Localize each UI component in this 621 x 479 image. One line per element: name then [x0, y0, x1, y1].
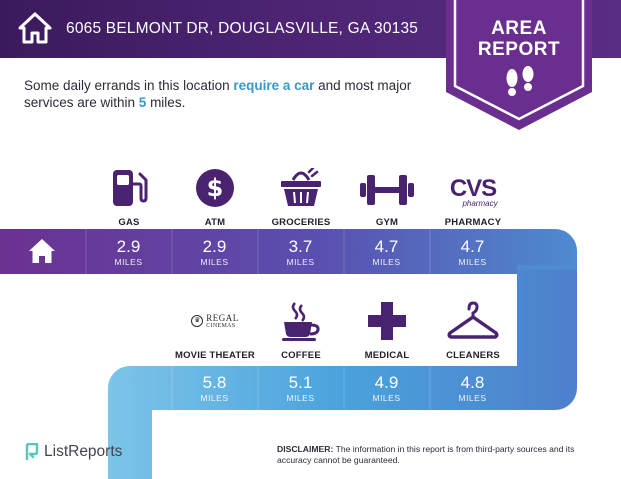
- intro-highlight-car: require a car: [233, 78, 315, 93]
- listreports-logo[interactable]: ListReports: [24, 443, 122, 461]
- grocery-basket-icon: [281, 168, 321, 206]
- cvs-logo-text: CVS: [449, 175, 497, 202]
- route-home-icon: [29, 239, 55, 263]
- distance-value: 5.8: [202, 373, 227, 392]
- distance-value: 4.8: [460, 373, 485, 392]
- category-label: GYM: [375, 217, 399, 228]
- category-atm: $ ATM: [172, 168, 258, 228]
- badge-line-area: AREA: [491, 18, 547, 39]
- cvs-pharmacy-logo: CVS pharmacy: [448, 175, 498, 208]
- distance-value: 4.7: [374, 237, 399, 256]
- distance-unit: MILES: [372, 393, 401, 403]
- distance-unit: MILES: [458, 257, 487, 267]
- category-gas: GAS: [86, 168, 172, 228]
- category-label: GROCERIES: [271, 217, 331, 228]
- dumbbell-icon: [360, 175, 414, 205]
- distance-gas: 2.9 MILES: [86, 232, 171, 272]
- distance-unit: MILES: [200, 393, 229, 403]
- category-label: GAS: [118, 217, 140, 228]
- medical-cross-icon: [368, 302, 406, 340]
- dollar-icon: $: [196, 169, 234, 207]
- regal-logo-text: REGAL: [206, 312, 239, 323]
- listreports-logo-icon: [25, 443, 39, 460]
- category-medical: MEDICAL: [344, 301, 430, 361]
- distance-unit: MILES: [286, 393, 315, 403]
- footsteps-icon: [506, 66, 534, 96]
- category-cleaners: CLEANERS: [430, 301, 516, 361]
- distance-medical: 4.9 MILES: [344, 368, 429, 408]
- regal-logo-subtext: CINEMAS: [206, 322, 236, 329]
- category-groceries: GROCERIES: [258, 168, 344, 228]
- distance-value: 2.9: [202, 237, 227, 256]
- disclaimer-text: The information in this report is from t…: [277, 444, 575, 465]
- distance-pharmacy: 4.7 MILES: [430, 232, 515, 272]
- category-label: PHARMACY: [444, 217, 502, 228]
- distance-atm: 2.9 MILES: [172, 232, 257, 272]
- distance-unit: MILES: [200, 257, 229, 267]
- distance-unit: MILES: [286, 257, 315, 267]
- gas-pump-icon: [113, 170, 148, 206]
- intro-text: Some daily errands in this location requ…: [24, 78, 412, 110]
- category-label: CLEANERS: [446, 350, 500, 361]
- distance-cleaners: 4.8 MILES: [430, 368, 515, 408]
- category-label: ATM: [204, 217, 226, 228]
- badge-line-report: REPORT: [477, 39, 561, 60]
- distance-groceries: 3.7 MILES: [258, 232, 343, 272]
- intro-highlight-miles: 5: [138, 95, 147, 110]
- hanger-icon: [447, 301, 499, 339]
- distance-value: 4.9: [374, 373, 399, 392]
- distance-unit: MILES: [372, 257, 401, 267]
- distance-coffee: 5.1 MILES: [258, 368, 343, 408]
- distance-unit: MILES: [114, 257, 143, 267]
- property-address: 6065 BELMONT DR, DOUGLASVILLE, GA 30135: [66, 20, 419, 37]
- category-gym: GYM: [344, 168, 430, 228]
- category-label: MEDICAL: [364, 350, 410, 361]
- home-icon: [18, 12, 52, 44]
- coffee-cup-icon: [282, 302, 320, 341]
- category-pharmacy: CVS pharmacy PHARMACY: [430, 168, 516, 229]
- distance-value: 4.7: [460, 237, 485, 256]
- area-report-badge: AREA REPORT: [446, 0, 592, 130]
- disclaimer: DISCLAIMER: The information in this repo…: [277, 444, 607, 466]
- category-label: COFFEE: [281, 350, 321, 361]
- distance-value: 5.1: [288, 373, 313, 392]
- disclaimer-label: DISCLAIMER:: [277, 444, 334, 454]
- distance-unit: MILES: [458, 393, 487, 403]
- distance-gym: 4.7 MILES: [344, 232, 429, 272]
- distance-value: 3.7: [288, 237, 313, 256]
- category-movie-theater: ♛ REGAL CINEMAS MOVIE THEATER: [172, 301, 258, 361]
- regal-cinemas-logo: ♛ REGAL CINEMAS: [191, 312, 239, 329]
- listreports-brand-text: ListReports: [44, 443, 123, 460]
- svg-text:$: $: [207, 174, 224, 202]
- distance-movie-theater: 5.8 MILES: [172, 368, 257, 408]
- regal-crown-icon: ♛: [191, 315, 204, 327]
- distance-value: 2.9: [116, 237, 141, 256]
- category-label: MOVIE THEATER: [174, 350, 255, 361]
- cvs-logo-subtext: pharmacy: [462, 199, 498, 208]
- category-coffee: COFFEE: [258, 301, 344, 361]
